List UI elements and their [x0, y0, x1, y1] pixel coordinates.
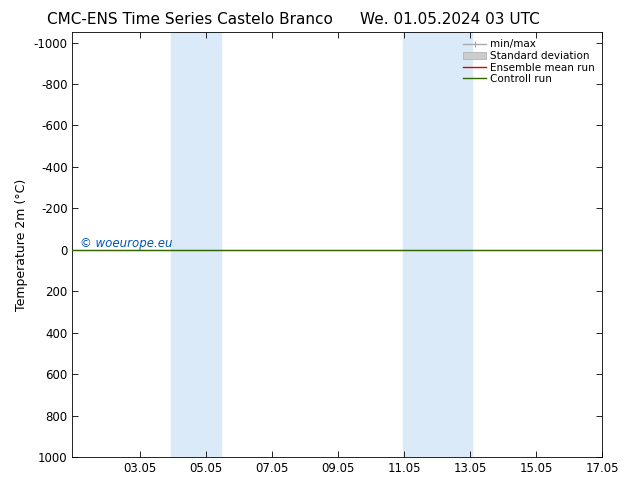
Legend: min/max, Standard deviation, Ensemble mean run, Controll run: min/max, Standard deviation, Ensemble me… [461, 37, 597, 86]
Text: CMC-ENS Time Series Castelo Branco: CMC-ENS Time Series Castelo Branco [48, 12, 333, 27]
Bar [171, 32, 221, 457]
Bar [403, 32, 472, 457]
Y-axis label: Temperature 2m (°C): Temperature 2m (°C) [15, 178, 28, 311]
Text: We. 01.05.2024 03 UTC: We. 01.05.2024 03 UTC [360, 12, 540, 27]
Text: © woeurope.eu: © woeurope.eu [81, 237, 173, 250]
